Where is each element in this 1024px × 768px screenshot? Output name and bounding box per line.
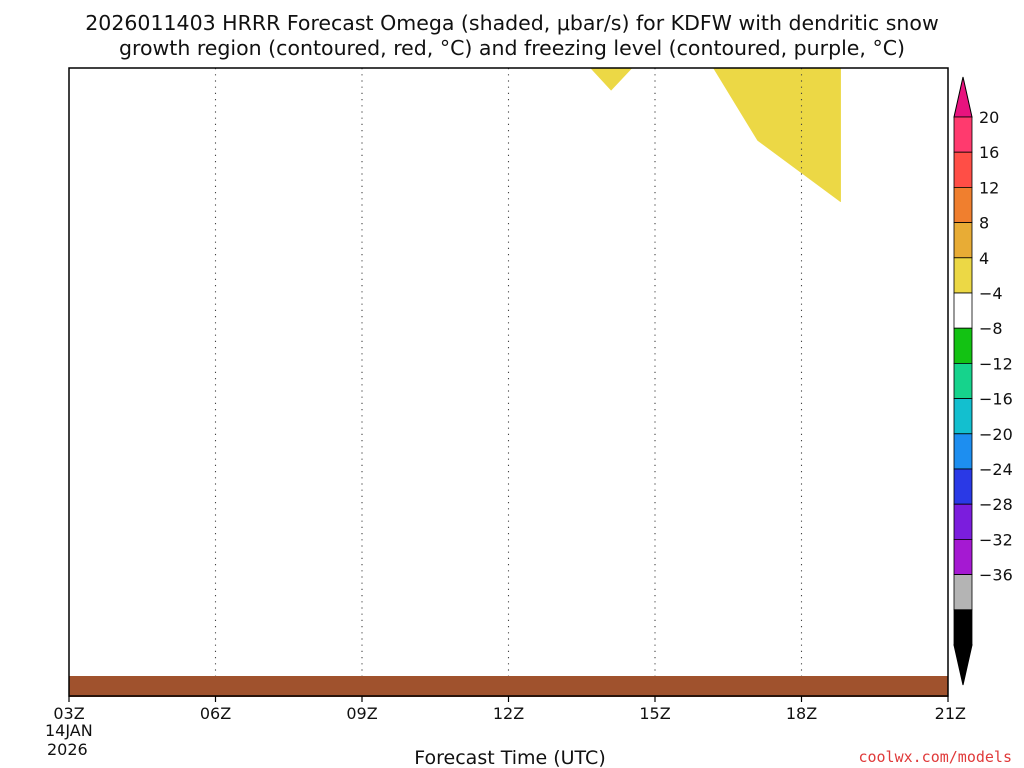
x-tick-label: 03Z <box>53 704 84 723</box>
colorbar-swatch <box>953 222 973 259</box>
colorbar-swatch <box>953 116 973 153</box>
colorbar-swatch <box>953 468 973 505</box>
colorbar-swatch <box>953 362 973 399</box>
colorbar-label: −36 <box>979 566 1013 585</box>
colorbar-label: −20 <box>979 425 1013 444</box>
colorbar-swatch <box>953 433 973 470</box>
omega-region-4 <box>590 68 841 202</box>
colorbar-label: 4 <box>979 249 989 268</box>
colorbar-swatch <box>953 327 973 364</box>
chart-title-line1: 2026011403 HRRR Forecast Omega (shaded, … <box>85 11 939 35</box>
colorbar-swatch <box>953 398 973 435</box>
colorbar-label: 20 <box>979 108 999 127</box>
terrain-band <box>69 676 948 697</box>
x-date-line2: 2026 <box>47 740 88 759</box>
colorbar-swatch <box>953 292 973 329</box>
x-axis-title: Forecast Time (UTC) <box>414 747 605 768</box>
x-tick-label: 09Z <box>346 704 377 723</box>
colorbar-swatch <box>953 503 973 540</box>
colorbar-swatch <box>953 574 973 611</box>
colorbar-label: 12 <box>979 178 999 197</box>
credit-text: coolwx.com/models <box>858 748 1012 766</box>
x-tick-label: 12Z <box>493 704 524 723</box>
colorbar-label: 8 <box>979 214 989 233</box>
colorbar-label: −12 <box>979 354 1013 373</box>
colorbar-swatch <box>953 257 973 294</box>
x-date-line1: 14JAN <box>45 721 93 740</box>
colorbar-label: −24 <box>979 460 1013 479</box>
colorbar-label: −8 <box>979 319 1003 338</box>
colorbar: 20 16 12 8 4 −4 −8 −12 −16 −20 −24 −28 −32 −36 <box>953 76 1013 686</box>
colorbar-label: −32 <box>979 530 1013 549</box>
x-tick-label: 18Z <box>786 704 817 723</box>
x-tick-label: 15Z <box>639 704 670 723</box>
colorbar-swatch <box>953 609 973 646</box>
x-axis: 03Z 06Z 09Z 12Z 15Z 18Z 21Z <box>53 696 966 723</box>
colorbar-bottom-arrow <box>953 644 973 686</box>
colorbar-swatch <box>953 186 973 223</box>
x-tick-label: 21Z <box>935 704 966 723</box>
x-tick-label: 06Z <box>200 704 231 723</box>
colorbar-swatch <box>953 539 973 576</box>
colorbar-swatch <box>953 151 973 188</box>
chart-title-line2: growth region (contoured, red, °C) and f… <box>119 36 905 60</box>
colorbar-label: 16 <box>979 143 999 162</box>
plot-area <box>590 68 841 202</box>
colorbar-label: −16 <box>979 390 1013 409</box>
colorbar-label: −4 <box>979 284 1003 303</box>
colorbar-label: −28 <box>979 495 1013 514</box>
